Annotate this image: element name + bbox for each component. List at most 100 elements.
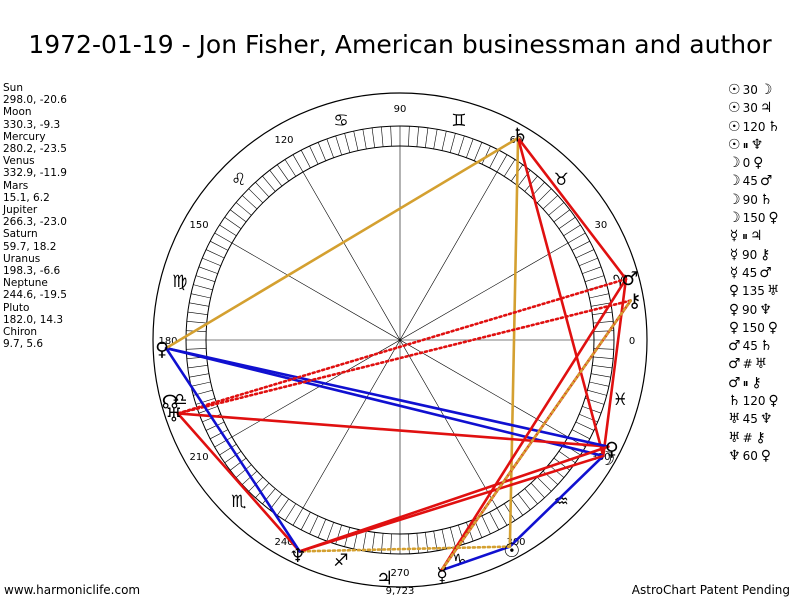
degree-tick: [593, 321, 614, 324]
mars-glyph-icon: ♂: [621, 268, 638, 290]
degree-tick: [584, 275, 605, 282]
aspect-row: ☿ 90 ⚷: [728, 246, 780, 264]
footer-website[interactable]: www.harmoniclife.com: [4, 583, 141, 597]
aspect-value: 45: [742, 412, 758, 427]
aspect-value: 45: [742, 265, 758, 280]
jupiter-glyph-icon: ♃: [376, 568, 393, 590]
aspect-row: ☉ 30 ♃: [728, 99, 780, 117]
degree-tick: [425, 127, 429, 148]
degree-tick: [589, 293, 609, 299]
aspect-row: ♅ # ⚷: [728, 429, 780, 447]
degree-label: 150: [190, 220, 209, 231]
degree-tick: [542, 195, 558, 210]
zodiac-sign-icon: ♊: [451, 111, 466, 131]
degree-tick: [224, 217, 242, 229]
pluto-glyph-icon: ♀: [155, 338, 169, 360]
footer-notice: AstroChart Patent Pending: [631, 583, 790, 597]
degree-tick: [255, 482, 270, 498]
aspect-value: 120: [742, 394, 766, 409]
degree-tick: [317, 519, 327, 538]
degree-tick: [589, 381, 609, 387]
aspect-value: ⏸: [742, 137, 749, 152]
sun-glyph-icon: ☉: [503, 540, 520, 562]
degree-tick: [511, 498, 523, 516]
aspect-value: 150: [742, 320, 765, 335]
degree-tick: [205, 249, 225, 259]
zodiac-sign-icon: ♏: [231, 492, 246, 512]
aspect-line: [440, 277, 628, 572]
degree-tick: [300, 511, 311, 530]
degree-tick: [371, 127, 375, 148]
aspect-planet-b: ☽: [759, 82, 773, 98]
planet-name: Chiron: [3, 326, 38, 339]
aspect-value: 120: [742, 119, 766, 134]
planet-name: Neptune: [3, 277, 48, 290]
aspect-list: ☉ 30 ☽ ☉ 30 ♃ ☉ 120 ♄ ☉ ⏸ ♆ ☽ 0 ♀ ☽ 45 ♂ ☽ 90 ♄ ☽ 150 ♀ ☿ ⏸ ♃ ☿ 90 ⚷ ☿…: [728, 81, 780, 465]
saturn-glyph-icon: ♄: [512, 125, 529, 147]
aspect-planet-b: ♂: [759, 173, 773, 190]
aspect-row: ☽ 90 ♄: [728, 191, 780, 209]
aspect-planet-b: ♀: [753, 155, 764, 172]
degree-tick: [191, 381, 211, 387]
degree-tick: [353, 131, 359, 151]
degree-tick: [489, 150, 500, 169]
degree-tick: [277, 498, 289, 516]
zodiac-sign-icon: ♌: [231, 170, 246, 190]
degree-tick: [235, 202, 252, 216]
degree-tick: [242, 195, 258, 210]
degree-tick: [189, 302, 209, 307]
planet-name: Mars: [3, 179, 29, 192]
planet-coords: 59.7, 18.2: [3, 240, 57, 253]
aspect-planet-a: ☉: [728, 136, 741, 153]
degree-tick: [262, 175, 276, 192]
aspect-line: [508, 454, 605, 548]
degree-tick: [449, 527, 456, 547]
degree-tick: [390, 533, 392, 554]
degree-tick: [198, 406, 218, 414]
degree-tick: [248, 188, 264, 204]
aspect-planet-a: ☽: [728, 191, 741, 208]
degree-label: 30: [595, 220, 608, 231]
aspect-planet-a: ♂: [728, 374, 741, 391]
degree-tick: [187, 365, 208, 369]
degree-tick: [300, 150, 311, 169]
degree-tick: [219, 224, 237, 237]
aspect-planet-b: ♅: [754, 356, 768, 373]
aspect-row: ☿ 45 ♂: [728, 264, 780, 282]
degree-tick: [449, 133, 456, 153]
degree-tick: [309, 515, 319, 535]
degree-tick: [326, 138, 334, 158]
venus-glyph-icon: ♀: [605, 438, 619, 460]
degree-tick: [441, 529, 447, 549]
aspect-planet-a: ☿: [729, 228, 739, 245]
degree-tick: [408, 533, 410, 554]
degree-tick: [458, 135, 465, 156]
aspect-planet-b: ♀: [768, 393, 779, 410]
aspect-planet-b: ♄: [767, 118, 781, 135]
aspect-planet-a: ♀: [728, 283, 740, 300]
aspect-line: [176, 412, 610, 448]
aspect-line: [298, 454, 605, 553]
degree-label: 210: [190, 452, 209, 463]
planet-name: Sun: [3, 82, 23, 94]
degree-tick: [195, 275, 216, 282]
degree-label: 0: [629, 336, 635, 347]
degree-label: 240: [274, 537, 293, 548]
aspect-line: [164, 346, 610, 448]
aspect-lines: [164, 136, 632, 572]
aspect-line: [440, 545, 512, 572]
degree-tick: [230, 209, 247, 223]
degree-tick: [202, 257, 221, 267]
planet-coords: 280.2, -23.5: [3, 143, 67, 156]
degree-tick: [466, 138, 474, 158]
aspect-row: ☉ 30 ☽: [728, 81, 780, 99]
aspect-value: ⏸: [742, 375, 749, 390]
degree-tick: [242, 470, 258, 485]
aspect-value: 45: [742, 174, 758, 189]
aspect-value: 60: [742, 448, 758, 463]
degree-tick: [326, 522, 334, 542]
degree-tick: [292, 154, 304, 173]
aspect-row: ♀ 150 ♀: [728, 319, 780, 337]
degree-tick: [558, 451, 576, 463]
zodiac-sign-icon: ♓: [613, 390, 628, 410]
